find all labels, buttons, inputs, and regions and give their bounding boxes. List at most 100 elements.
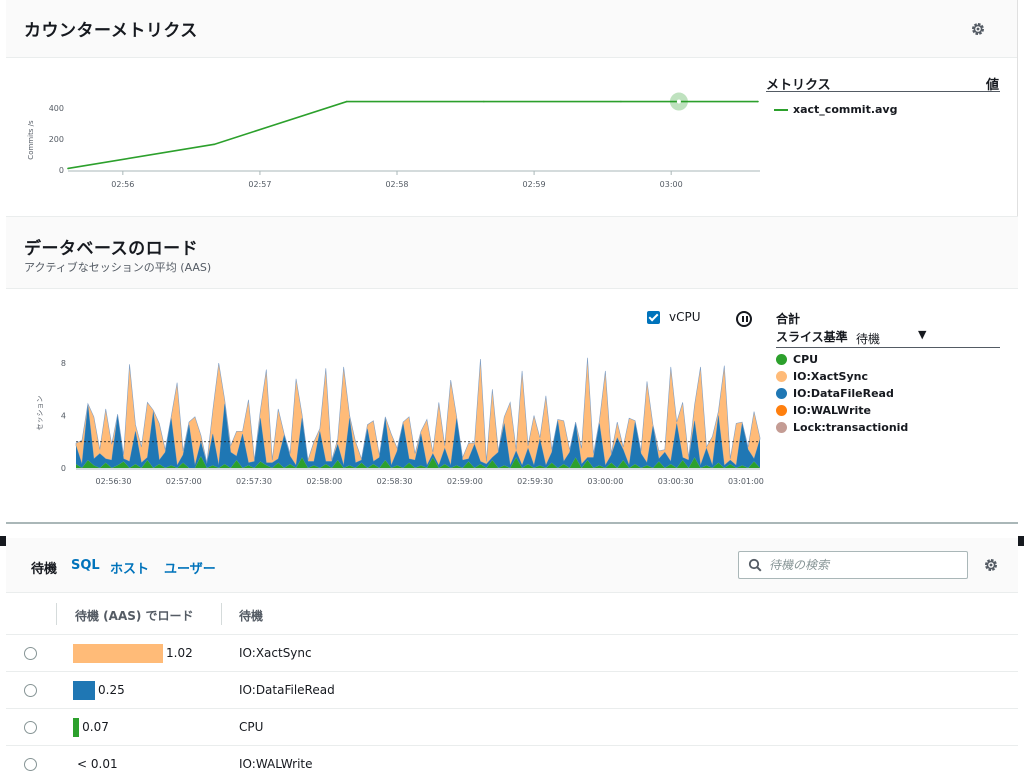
legend-item[interactable]: IO:DataFileRead: [793, 387, 894, 400]
table-settings-gear-icon[interactable]: [983, 557, 999, 573]
counter-data-point: [67, 167, 69, 170]
load-x-tick-label: 02:59:00: [447, 477, 483, 486]
db-load-subtitle: アクティブなセッションの平均 (AAS): [24, 261, 212, 274]
wait-name: CPU: [239, 720, 264, 734]
tab-sql[interactable]: SQL: [71, 558, 100, 573]
total-label: 合計: [776, 312, 801, 326]
load-value: 0.25: [98, 683, 125, 697]
legend-item[interactable]: Lock:transactionid: [793, 421, 909, 434]
legend-header-value: 値: [986, 78, 1000, 93]
load-area-io-datafileread: [76, 403, 760, 468]
legend-dot: [776, 354, 787, 365]
table-header: 待機 (AAS) でロード 待機: [6, 593, 1018, 635]
counter-data-point: [345, 100, 348, 103]
legend-item[interactable]: IO:WALWrite: [793, 404, 872, 417]
load-value: 0.07: [82, 720, 109, 734]
table-row[interactable]: < 0.01 IO:WALWrite: [6, 746, 1018, 779]
hover-marker-center: [676, 99, 681, 104]
row-radio[interactable]: [24, 758, 37, 771]
legend-swatch-xact-commit: [774, 109, 788, 111]
load-x-tick-label: 02:59:30: [517, 477, 553, 486]
load-x-tick-label: 02:58:30: [377, 477, 413, 486]
load-x-tick-label: 02:57:30: [236, 477, 272, 486]
load-x-tick-label: 03:00:30: [658, 477, 694, 486]
legend-dot: [776, 371, 787, 382]
counter-metrics-title: カウンターメトリクス: [24, 21, 198, 41]
counter-x-tick-label: 02:57: [248, 180, 271, 189]
wait-name: IO:WALWrite: [239, 757, 313, 771]
db-load-chart: セッション 0 4 8 02:56:30 02:57:00 02:57:30 02:58:0…: [36, 357, 764, 486]
tab-user[interactable]: ユーザー: [164, 562, 216, 577]
column-divider: [56, 603, 57, 625]
table-row[interactable]: 0.07 CPU: [6, 709, 1018, 746]
counter-data-point: [757, 100, 759, 103]
legend-divider: [766, 91, 1000, 92]
load-y-axis-label: セッション: [36, 396, 44, 431]
slice-by-value: 待機: [856, 332, 881, 346]
slice-by-select[interactable]: 待機 ▼: [856, 328, 1000, 348]
counter-x-tick-label: 02:59: [523, 180, 546, 189]
column-divider: [221, 603, 222, 625]
db-load-header: データベースのロード アクティブなセッションの平均 (AAS): [6, 216, 1018, 289]
counter-y-tick-label: 0: [59, 166, 64, 175]
counter-y-axis-label: Commits /s: [27, 120, 35, 160]
load-x-tick-label: 02:56:30: [96, 477, 132, 486]
vcpu-label: vCPU: [669, 310, 701, 324]
counter-data-point: [213, 143, 216, 146]
slice-divider: [776, 347, 1000, 348]
counter-data-point: [620, 100, 622, 103]
legend-header-metric: メトリクス: [766, 78, 831, 93]
legend-dot: [776, 405, 787, 416]
load-value: < 0.01: [77, 757, 118, 771]
chevron-down-icon: ▼: [918, 328, 927, 341]
table-row[interactable]: 1.02 IO:XactSync: [6, 635, 1018, 672]
load-bar: [73, 718, 80, 737]
load-y-tick-label: 8: [61, 359, 66, 368]
load-bar: [73, 681, 96, 700]
table-row[interactable]: 0.25 IO:DataFileRead: [6, 672, 1018, 709]
search-icon: [748, 558, 762, 572]
load-x-tick-label: 03:00:00: [587, 477, 623, 486]
dimension-tabs: 待機 SQL ホスト ユーザー: [6, 538, 1018, 593]
vcpu-checkbox[interactable]: [647, 311, 660, 324]
column-header-load[interactable]: 待機 (AAS) でロード: [75, 609, 194, 623]
gear-icon[interactable]: [970, 21, 986, 37]
counter-metrics-header: カウンターメトリクス: [6, 0, 1017, 58]
column-header-wait[interactable]: 待機: [239, 609, 264, 623]
row-radio[interactable]: [24, 721, 37, 734]
load-y-tick-label: 0: [61, 464, 66, 473]
db-load-title: データベースのロード: [24, 239, 199, 259]
legend-dot: [776, 422, 787, 433]
db-load-body: vCPU 合計 スライス基準 待機 ▼ CPU IO:XactSync IO:Dat…: [6, 289, 1018, 524]
load-x-tick-label: 02:57:00: [166, 477, 202, 486]
counter-y-tick-label: 400: [49, 104, 64, 113]
tab-host[interactable]: ホスト: [110, 562, 150, 577]
counter-metrics-panel: カウンターメトリクス Commits /s 0 200 400 02:56 02:57 0…: [6, 0, 1018, 216]
load-bar: [73, 644, 163, 663]
counter-series-line: [67, 100, 758, 170]
slice-by-label: スライス基準: [776, 330, 848, 344]
row-radio[interactable]: [24, 647, 37, 660]
counter-y-tick-label: 200: [49, 135, 64, 144]
load-y-tick-label: 4: [61, 412, 66, 421]
load-x-tick-label: 03:01:00: [728, 477, 764, 486]
counter-x-tick-label: 02:56: [111, 180, 134, 189]
tab-wait[interactable]: 待機: [31, 562, 58, 577]
db-load-panel: データベースのロード アクティブなセッションの平均 (AAS) vCPU 合計 …: [6, 216, 1018, 524]
legend-item[interactable]: IO:XactSync: [793, 370, 868, 383]
load-value: 1.02: [166, 646, 193, 660]
row-radio[interactable]: [24, 684, 37, 697]
pause-icon[interactable]: [736, 311, 752, 327]
top-waits-panel: 待機 SQL ホスト ユーザー 待機 (AAS) でロード 待機 1.02 IO:…: [6, 538, 1018, 779]
legend-dot: [776, 388, 787, 399]
legend-item-xact-commit[interactable]: xact_commit.avg: [793, 103, 898, 116]
load-area-cpu: [76, 456, 760, 468]
search-field[interactable]: [738, 551, 968, 579]
counter-x-tick-label: 03:00: [660, 180, 683, 189]
wait-name: IO:XactSync: [239, 646, 312, 660]
counter-x-tick-label: 02:58: [385, 180, 408, 189]
counter-metrics-chart: Commits /s 0 200 400 02:56 02:57 02:58 02:59 03…: [27, 92, 760, 189]
search-input[interactable]: [769, 556, 959, 574]
wait-name: IO:DataFileRead: [239, 683, 335, 697]
legend-item[interactable]: CPU: [793, 353, 819, 366]
